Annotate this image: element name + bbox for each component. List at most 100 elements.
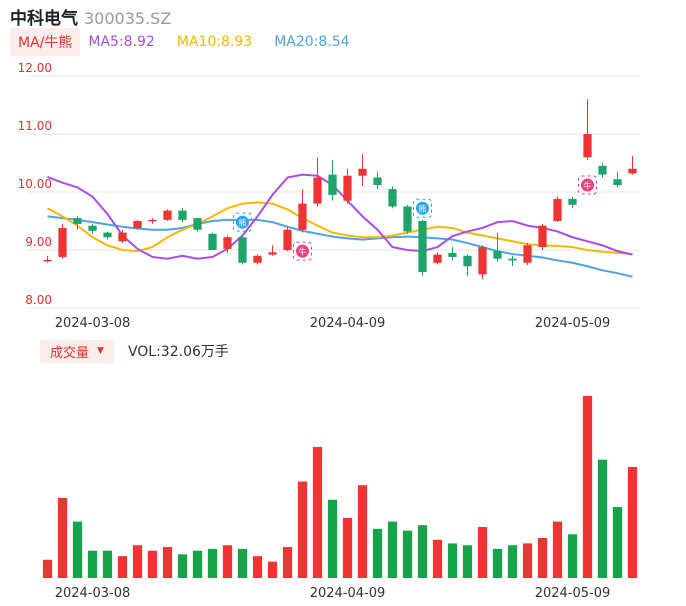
bear-marker-label: 熊 (419, 204, 427, 214)
x-tick-label: 2024-03-08 (55, 316, 131, 331)
volume-bar (477, 527, 488, 578)
candle-body (328, 174, 337, 195)
volume-bar (417, 525, 428, 578)
candle-body (628, 168, 637, 174)
volume-bar (372, 528, 383, 578)
volume-bar (447, 543, 458, 578)
stock-header: 中科电气 300035.SZ (10, 4, 172, 29)
candle-body (253, 255, 262, 263)
candle-body (118, 232, 127, 242)
volume-bar (42, 559, 53, 578)
bull-marker-label: 牛 (299, 247, 307, 257)
candle-body (73, 218, 82, 224)
bear-marker-label: 熊 (239, 218, 247, 228)
candle-body (58, 227, 67, 257)
candle-body (343, 175, 352, 201)
stock-name: 中科电气 (10, 9, 78, 29)
caret-down-icon: ▼ (97, 346, 104, 356)
volume-bar (87, 550, 98, 578)
candle-body (178, 210, 187, 220)
marker-frame (578, 175, 597, 195)
candle-body (478, 247, 487, 275)
candle-body (448, 252, 457, 257)
candle-body (613, 179, 622, 186)
bull-marker-icon (296, 244, 309, 258)
volume-bar (252, 556, 263, 578)
candle-body (88, 225, 97, 231)
volume-bar (387, 521, 398, 578)
candles (43, 99, 637, 279)
candle-body (163, 210, 172, 220)
volume-bar (207, 548, 218, 578)
ma10-label: MA10:8.93 (176, 34, 253, 50)
volume-bar (342, 517, 353, 578)
candle-body (103, 232, 112, 238)
y-tick-label: 10.00 (18, 177, 52, 191)
volume-bar (537, 537, 548, 578)
volume-bar (522, 543, 533, 578)
y-tick-label: 12.00 (18, 61, 52, 75)
ma5-label: MA5:8.92 (88, 34, 155, 50)
marker-frame (413, 198, 432, 218)
price-date-labels: 2024-03-08 2024-04-09 2024-05-09 (55, 316, 611, 331)
volume-bar (552, 521, 563, 578)
candle-body (148, 219, 157, 222)
ma-legend: MA/牛熊 MA5:8.92 MA10:8.93 MA20:8.54 (10, 28, 372, 56)
candle-body (238, 237, 247, 263)
candle-body (493, 251, 502, 259)
volume-bar (282, 547, 293, 578)
bull-marker-label: 牛 (584, 181, 592, 191)
volume-bar (432, 539, 443, 578)
volume-bar (72, 521, 83, 578)
candle-body (418, 221, 427, 273)
price-axis-labels: 12.00 11.00 10.00 9.00 8.00 (18, 61, 52, 307)
volume-bar (297, 481, 308, 578)
ma-indicator-tag[interactable]: MA/牛熊 (10, 28, 81, 56)
volume-x-tick-label: 2024-04-09 (310, 586, 386, 601)
candle-body (568, 198, 577, 205)
volume-bar (357, 485, 368, 578)
ma-lines (47, 173, 633, 278)
bear-marker-icon (236, 215, 249, 229)
volume-bar (57, 497, 68, 578)
volume-bar (177, 554, 188, 578)
volume-tag-label: 成交量 (50, 345, 90, 361)
volume-x-tick-label: 2024-03-08 (55, 586, 131, 601)
marker-frame (293, 241, 312, 261)
y-tick-label: 9.00 (25, 235, 52, 249)
y-tick-label: 11.00 (18, 119, 52, 133)
candle-body (193, 218, 202, 230)
volume-bar (462, 545, 473, 578)
candle-body (508, 258, 517, 261)
x-tick-label: 2024-05-09 (535, 316, 611, 331)
x-tick-label: 2024-04-09 (310, 316, 386, 331)
candle-body (268, 252, 277, 255)
candle-body (433, 254, 442, 263)
volume-value: VOL:32.06万手 (127, 344, 229, 360)
candle-body (313, 177, 322, 204)
volume-indicator-dropdown[interactable]: 成交量 ▼ (40, 339, 114, 363)
volume-bar (162, 547, 173, 578)
ma20-label: MA20:8.54 (274, 34, 350, 50)
candle-body (298, 203, 307, 230)
volume-date-labels: 2024-03-08 2024-04-09 2024-05-09 (55, 586, 611, 601)
bear-marker-icon (416, 201, 429, 215)
volume-bar (312, 446, 323, 578)
candle-body (463, 255, 472, 267)
volume-bar (627, 466, 638, 578)
volume-bar (582, 396, 593, 578)
volume-bar (117, 556, 128, 578)
volume-bar (267, 561, 278, 578)
ma20-line (47, 215, 633, 278)
volume-bar (327, 499, 338, 578)
volume-bar (597, 459, 608, 578)
stock-code: 300035.SZ (84, 9, 172, 28)
candle-body (358, 168, 367, 176)
candle-body (403, 206, 412, 232)
candle-body (538, 225, 547, 248)
candle-body (208, 233, 217, 250)
volume-bar (567, 534, 578, 578)
candle-body (283, 229, 292, 250)
volume-bar (507, 545, 518, 578)
